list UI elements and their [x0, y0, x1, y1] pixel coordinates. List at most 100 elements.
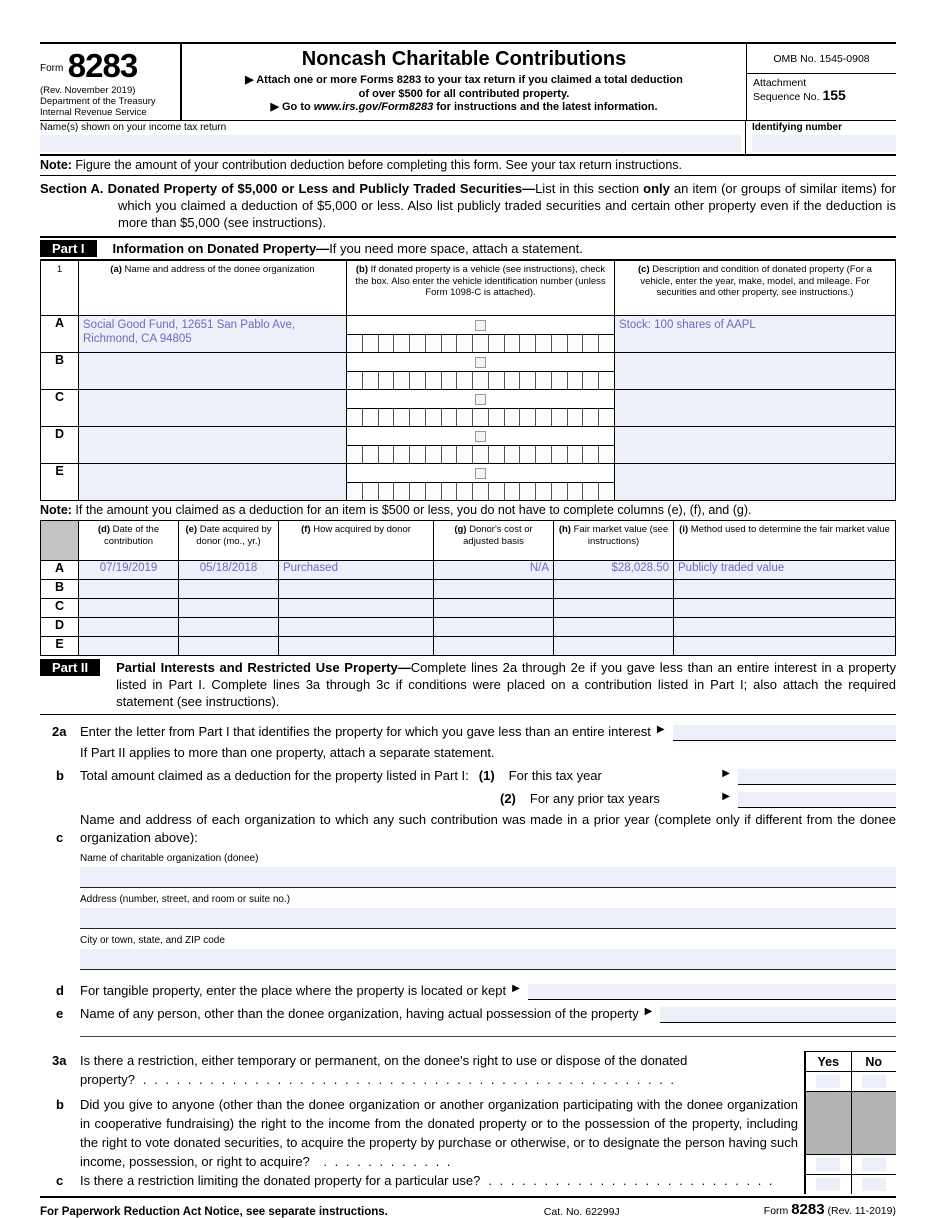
vin-comb-field-e[interactable]	[347, 482, 615, 500]
date-contribution-c[interactable]	[78, 598, 179, 618]
donor-cost-b[interactable]	[433, 579, 554, 599]
vehicle-checkbox-d[interactable]	[475, 430, 486, 442]
part-1-badge: Part I	[40, 240, 97, 257]
answer-row-3b	[806, 1155, 896, 1175]
line-2b2-input[interactable]	[738, 792, 896, 808]
line-3b-number: b	[56, 1097, 64, 1112]
corner-cell	[40, 520, 79, 561]
vehicle-checkbox-b[interactable]	[475, 356, 486, 368]
arrow-icon: ▶	[512, 983, 520, 994]
form-revision: (Rev. November 2019)	[40, 85, 136, 96]
description-field-e[interactable]	[614, 463, 896, 501]
line-3a: 3a Is there a restriction, either tempor…	[40, 1051, 798, 1070]
vehicle-checkbox-a[interactable]	[475, 319, 486, 331]
yes-checkbox-3b[interactable]	[816, 1158, 841, 1171]
table-row-d: D	[40, 426, 896, 464]
omb-number: OMB No. 1545-0908	[747, 44, 896, 74]
fair-market-value-c[interactable]	[553, 598, 674, 618]
arrow-icon: ▶	[722, 791, 730, 802]
shaded-block	[806, 1092, 896, 1155]
how-acquired-c[interactable]	[278, 598, 434, 618]
vehicle-cell-b	[346, 352, 615, 390]
no-header: No	[865, 1054, 883, 1069]
how-acquired-b[interactable]	[278, 579, 434, 599]
date-acquired-d[interactable]	[178, 617, 279, 637]
line-2b1-input[interactable]	[738, 769, 896, 785]
charity-name-input[interactable]	[80, 867, 896, 888]
how-acquired-d[interactable]	[278, 617, 434, 637]
how-acquired-a[interactable]: Purchased	[278, 560, 434, 580]
yes-checkbox-3c[interactable]	[816, 1178, 841, 1191]
donee-name-field-c[interactable]	[78, 389, 347, 427]
line-2a-input[interactable]	[672, 725, 896, 741]
vehicle-checkbox-c[interactable]	[475, 393, 486, 405]
charity-address-input[interactable]	[80, 908, 896, 929]
date-acquired-b[interactable]	[178, 579, 279, 599]
fair-market-value-d[interactable]	[553, 617, 674, 637]
how-acquired-e[interactable]	[278, 636, 434, 656]
date-acquired-c[interactable]	[178, 598, 279, 618]
donee-name-field-e[interactable]	[78, 463, 347, 501]
method-e[interactable]	[673, 636, 896, 656]
description-field-d[interactable]	[614, 426, 896, 464]
method-b[interactable]	[673, 579, 896, 599]
donor-cost-c[interactable]	[433, 598, 554, 618]
line-3a-continued: property? . . . . . . . . . . . . . . . …	[40, 1070, 798, 1089]
taxpayer-name-cell: Name(s) shown on your income tax return	[40, 121, 746, 154]
no-checkbox-3b[interactable]	[861, 1158, 886, 1171]
vin-comb-field-c[interactable]	[347, 408, 615, 426]
vin-comb-field-d[interactable]	[347, 445, 615, 463]
row-letter: C	[40, 389, 79, 427]
fair-market-value-a[interactable]: $28,028.50	[553, 560, 674, 580]
method-a[interactable]: Publicly traded value	[673, 560, 896, 580]
fair-market-value-e[interactable]	[553, 636, 674, 656]
vin-comb-field-b[interactable]	[347, 371, 615, 389]
yes-header: Yes	[806, 1052, 852, 1071]
no-checkbox-3c[interactable]	[861, 1178, 886, 1191]
part-2-bar: Part II Partial Interests and Restricted…	[40, 656, 896, 715]
irs-label: Internal Revenue Service	[40, 107, 147, 118]
identifying-number-input[interactable]	[752, 135, 896, 152]
col-c-header: (c) Description and condition of donated…	[614, 260, 896, 316]
line-2b-2: (2) For any prior tax years ▶	[40, 788, 896, 808]
vin-comb-field-a[interactable]	[347, 334, 615, 352]
line-2d-input[interactable]	[527, 984, 896, 1000]
description-field-b[interactable]	[614, 352, 896, 390]
vehicle-cell-c	[346, 389, 615, 427]
donee-name-field-b[interactable]	[78, 352, 347, 390]
answer-row-3a	[806, 1072, 896, 1092]
donee-name-field-a[interactable]: Social Good Fund, 12651 San Pablo Ave, R…	[78, 315, 347, 353]
form-word: Form	[40, 63, 64, 74]
date-contribution-b[interactable]	[78, 579, 179, 599]
attach-instruction-line1: ▶ Attach one or more Forms 8283 to your …	[245, 74, 683, 86]
note-columns: Note: If the amount you claimed as a ded…	[40, 503, 752, 517]
description-field-c[interactable]	[614, 389, 896, 427]
paperwork-notice: For Paperwork Reduction Act Notice, see …	[40, 1206, 388, 1218]
date-contribution-e[interactable]	[78, 636, 179, 656]
line-2e-input[interactable]	[660, 1007, 896, 1023]
donor-cost-d[interactable]	[433, 617, 554, 637]
vehicle-checkbox-e[interactable]	[475, 467, 486, 479]
donee-name-field-d[interactable]	[78, 426, 347, 464]
date-acquired-e[interactable]	[178, 636, 279, 656]
date-acquired-a[interactable]: 05/18/2018	[178, 560, 279, 580]
donor-cost-e[interactable]	[433, 636, 554, 656]
date-contribution-a[interactable]: 07/19/2019	[78, 560, 179, 580]
charity-name-label: Name of charitable organization (donee)	[80, 853, 259, 864]
description-field-a[interactable]: Stock: 100 shares of AAPL	[614, 315, 896, 353]
fair-market-value-b[interactable]	[553, 579, 674, 599]
taxpayer-row: Name(s) shown on your income tax return …	[40, 121, 896, 156]
date-contribution-d[interactable]	[78, 617, 179, 637]
method-c[interactable]	[673, 598, 896, 618]
treasury-dept: Department of the Treasury	[40, 96, 156, 107]
yes-checkbox-3a[interactable]	[816, 1075, 841, 1088]
line-2b-1: b Total amount claimed as a deduction fo…	[40, 765, 896, 785]
method-d[interactable]	[673, 617, 896, 637]
charity-city-input[interactable]	[80, 949, 896, 970]
questions-3-text: 3a Is there a restriction, either tempor…	[40, 1051, 804, 1194]
donor-cost-a[interactable]: N/A	[433, 560, 554, 580]
line-2a-continued: If Part II applies to more than one prop…	[80, 745, 495, 760]
form-header: Form 8283 (Rev. November 2019) Departmen…	[40, 42, 896, 121]
taxpayer-name-input[interactable]	[40, 135, 741, 152]
no-checkbox-3a[interactable]	[861, 1075, 886, 1088]
